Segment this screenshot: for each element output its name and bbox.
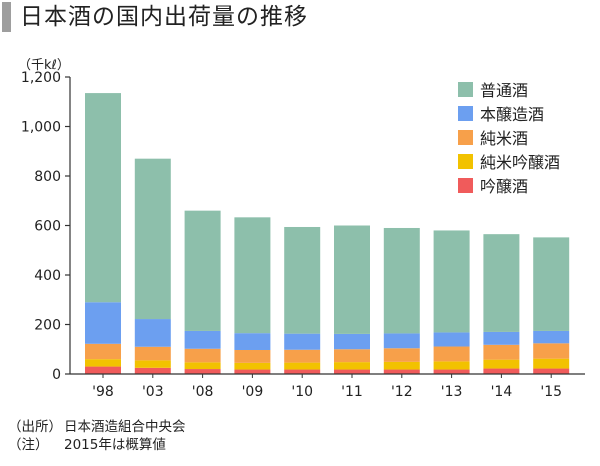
- y-tick-label: 1,200: [21, 70, 61, 86]
- x-tick-label: '08: [192, 384, 214, 400]
- bar-segment: [184, 369, 221, 374]
- bar-segment: [533, 343, 570, 359]
- footnote-note-text: 2015年は概算値: [64, 437, 166, 453]
- legend-swatch: [458, 106, 473, 121]
- bar-segment: [433, 346, 470, 362]
- bar-segment: [85, 343, 121, 360]
- bar-segment: [334, 225, 370, 334]
- bar-segment: [433, 369, 470, 374]
- y-tick-label: 400: [34, 268, 61, 284]
- bar-segment: [85, 366, 121, 374]
- bar-segment: [334, 333, 370, 350]
- bar-segment: [533, 237, 570, 331]
- bar-segment: [533, 358, 570, 369]
- bar-segment: [234, 217, 271, 334]
- bar-segment: [234, 333, 271, 350]
- y-axis-unit-label: （千kℓ）: [18, 58, 70, 73]
- y-tick-label: 800: [34, 169, 61, 185]
- legend-swatch: [458, 82, 473, 97]
- bar-segment: [383, 369, 420, 374]
- axes-group: 0 200 400 600 800 1,000 1,200 '98 '03 '08 '09 '10 '1…: [21, 70, 585, 400]
- legend-swatch: [458, 130, 473, 145]
- bar-segment: [533, 330, 570, 344]
- bar-segment: [483, 331, 520, 345]
- x-tick-label: '03: [142, 384, 164, 400]
- bar-segment: [483, 368, 520, 374]
- bar-segment: [483, 359, 520, 369]
- bar-segment: [383, 348, 420, 362]
- footnote-source-key: （出所）: [8, 419, 62, 435]
- bar-segment: [433, 361, 470, 370]
- y-tick-label: 600: [34, 219, 61, 235]
- x-tick-label: '12: [391, 384, 413, 400]
- bar-segment: [334, 369, 370, 374]
- x-tick-label: '10: [291, 384, 313, 400]
- bar-segment: [284, 349, 321, 363]
- x-tick-label: '13: [441, 384, 463, 400]
- bar-segment: [433, 230, 470, 333]
- legend-label: 純米吟醸酒: [480, 153, 560, 172]
- bar-segment: [334, 362, 370, 370]
- x-tick-label: '09: [242, 384, 264, 400]
- bar-segment: [134, 360, 171, 368]
- bar-segment: [184, 210, 221, 331]
- bar-segment: [184, 348, 221, 363]
- bar-segment: [383, 361, 420, 370]
- x-tick-label: '15: [540, 384, 562, 400]
- bar-segment: [433, 332, 470, 347]
- legend-label: 吟醸酒: [480, 177, 528, 196]
- bar-segment: [134, 319, 171, 347]
- bars-group: [85, 93, 570, 374]
- legend-label: 普通酒: [480, 81, 528, 100]
- bar-segment: [134, 346, 171, 361]
- chart-title: 日本酒の国内出荷量の推移: [20, 4, 308, 30]
- y-tick-label: 0: [52, 367, 61, 383]
- bar-segment: [234, 369, 271, 374]
- footnote-note-key: （注）: [8, 437, 49, 453]
- footnote-source: （出所） 日本酒造組合中央会: [8, 418, 186, 436]
- bar-segment: [134, 158, 171, 320]
- bar-segment: [85, 302, 121, 344]
- bar-segment: [533, 368, 570, 374]
- legend-swatch: [458, 178, 473, 193]
- title-accent-bar: [2, 2, 11, 32]
- bar-segment: [483, 234, 520, 332]
- legend-swatch: [458, 154, 473, 169]
- footnotes: （出所） 日本酒造組合中央会 （注） 2015年は概算値: [8, 418, 186, 454]
- x-tick-label: '14: [491, 384, 513, 400]
- bar-segment: [234, 362, 271, 370]
- bar-segment: [134, 367, 171, 374]
- bar-segment: [383, 227, 420, 334]
- y-tick-label: 200: [34, 318, 61, 334]
- footnote-source-text: 日本酒造組合中央会: [64, 419, 186, 435]
- bar-segment: [383, 333, 420, 349]
- bar-segment: [284, 369, 321, 374]
- bar-segment: [184, 362, 221, 370]
- legend-label: 純米酒: [480, 129, 528, 148]
- bar-segment: [85, 93, 121, 303]
- legend-label: 本醸造酒: [480, 105, 544, 124]
- x-tick-label: '11: [341, 384, 363, 400]
- bar-segment: [334, 349, 370, 363]
- bar-segment: [85, 359, 121, 367]
- bar-segment: [284, 362, 321, 370]
- bar-segment: [234, 349, 271, 363]
- y-tick-label: 1,000: [21, 120, 61, 136]
- footnote-note: （注） 2015年は概算値: [8, 436, 186, 454]
- bar-segment: [284, 226, 321, 334]
- x-tick-label: '98: [92, 384, 114, 400]
- bar-segment: [284, 333, 321, 350]
- bar-segment: [483, 344, 520, 360]
- bar-segment: [184, 330, 221, 349]
